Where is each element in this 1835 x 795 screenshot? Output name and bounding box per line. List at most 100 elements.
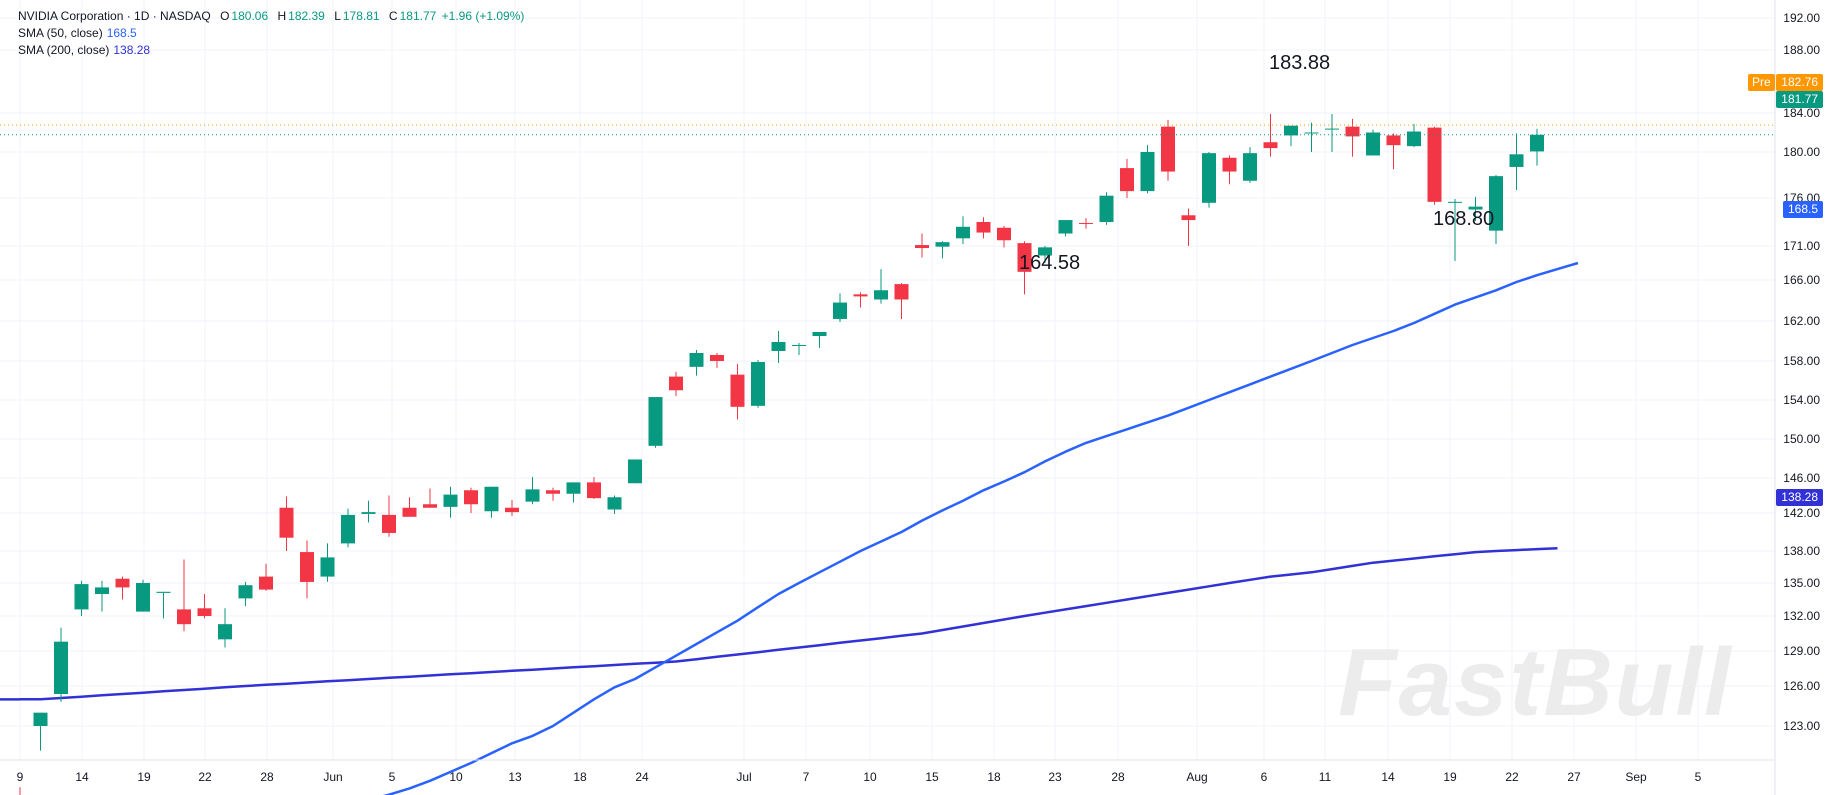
legend-sma200-row[interactable]: SMA (200, close) 138.28 [18,42,524,59]
last-price-tag: 181.77 [1776,91,1823,108]
sma-50-path [382,261,1579,795]
sma-200-path [20,547,1558,701]
x-tick-label: 5 [1695,770,1702,784]
y-tick-label: 171.00 [1783,239,1820,253]
candle-body [1120,168,1134,192]
candle-body [956,226,970,239]
annotation-low-1: 164.58 [1019,252,1081,274]
candle-body [935,242,950,247]
y-tick-label: 138.00 [1783,544,1820,558]
price-lines [0,124,1775,136]
candle-body [730,374,745,407]
candle-body [1079,222,1093,224]
candle-body [648,397,663,446]
x-tick-label: 15 [925,770,939,784]
candle-body [443,494,458,507]
x-tick-label: 5 [389,770,396,784]
x-tick-label: 14 [1381,770,1395,784]
candle-body [607,497,622,510]
sma-200-line [0,547,1558,701]
candle-body [812,332,827,336]
legend-ohlc-row[interactable]: NVIDIA Corporation · 1D · NASDAQ O 180.06… [18,8,524,25]
y-tick-label: 184.00 [1783,106,1820,120]
candle-body [95,587,109,594]
watermark-logo: FastBull [1338,629,1733,736]
pre-market-price-tag: 182.76 [1776,74,1823,91]
x-tick-label: 10 [449,770,463,784]
candle-body [197,608,212,616]
candle-body [1366,132,1380,156]
candle-body [1222,157,1237,172]
annotation-high: 183.88 [1269,52,1331,74]
candle-body [1017,243,1032,272]
candle-body [669,376,683,391]
candle-body [525,489,540,502]
y-axis[interactable]: 192.00188.00184.00180.00176.00171.00166.… [1774,0,1820,795]
candle-body [218,624,232,640]
legend-low-value: 178.81 [342,9,380,23]
candle-body [1284,125,1298,136]
candle-body [1099,195,1114,222]
candle-body [54,641,68,694]
sma-50-line [382,261,1579,795]
candle-body [341,514,355,544]
y-tick-label: 132.00 [1783,609,1820,623]
candle-body [156,591,171,593]
candle-body [1407,131,1421,147]
legend-close-label: C [388,9,398,23]
candle-body [136,583,150,612]
candle-body [546,490,560,494]
candle-body [484,486,499,512]
candle-body [361,512,376,514]
x-tick-label: 9 [17,770,24,784]
x-tick-label: Aug [1186,770,1207,784]
candle-body [505,507,519,513]
x-tick-label: 18 [573,770,587,784]
candle-body [915,245,929,249]
x-tick-label: 18 [987,770,1001,784]
candle-body [1509,154,1524,167]
x-tick-label: 19 [1443,770,1457,784]
x-tick-label: Sep [1625,770,1647,784]
legend-sma50-row[interactable]: SMA (50, close) 168.5 [18,25,524,42]
candle-body [894,284,909,300]
y-tick-label: 158.00 [1783,354,1820,368]
candle-body [1530,134,1544,152]
candle-body [382,514,396,533]
y-tick-label: 188.00 [1783,43,1820,57]
legend-change: +1.96 (+1.09%) [441,9,525,23]
candle-body [1448,201,1462,203]
candle-body [751,361,765,406]
candle-body [1058,220,1073,234]
x-axis[interactable]: 9 14 19 22 28 Jun 5 10 13 18 24 Jul 7 10 15 18 23 28 Aug 6 1… [0,759,1775,784]
y-tick-label: 126.00 [1783,679,1820,693]
candle-body [1345,126,1360,137]
candle-body [853,294,868,297]
candle-body [689,353,704,367]
candle-body [566,482,581,494]
legend-close-value: 181.77 [399,9,437,23]
x-tick-label: 14 [75,770,89,784]
annotation-low-2: 168.80 [1433,208,1495,230]
candle-body [1386,135,1401,146]
candle-body [1161,126,1175,172]
x-tick-label: Jul [736,770,751,784]
candle-body [1468,206,1483,210]
x-tick-label: Jun [323,770,342,784]
candle-body [33,712,48,726]
candle-body [1325,128,1339,130]
candle-body [423,504,437,508]
legend-high-value: 182.39 [288,9,325,23]
y-tick-label: 192.00 [1783,11,1820,25]
x-tick-label: 6 [1261,770,1268,784]
y-tick-label: 146.00 [1783,471,1820,485]
candlesticks [19,113,1544,795]
candle-body [874,290,888,300]
candle-body [300,552,314,582]
candle-body [259,576,273,590]
legend-high-label: H [277,9,287,23]
x-tick-label: 19 [137,770,151,784]
pre-market-label: Pre [1748,74,1775,91]
candle-body [464,490,478,505]
